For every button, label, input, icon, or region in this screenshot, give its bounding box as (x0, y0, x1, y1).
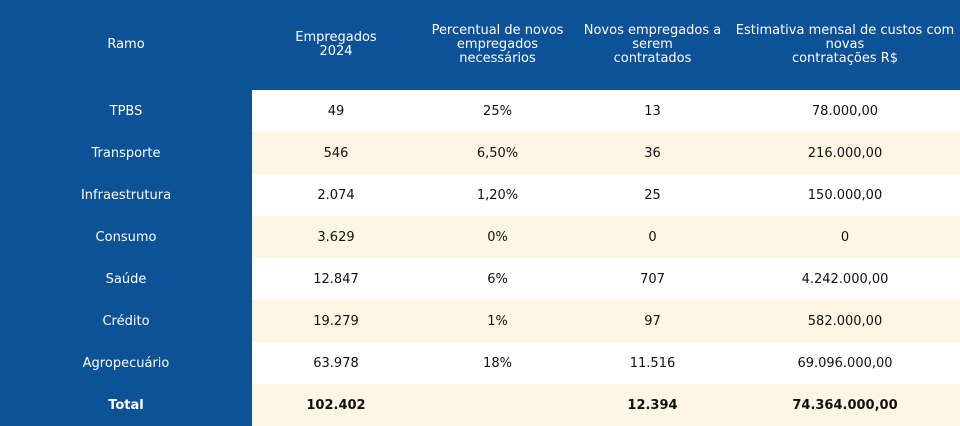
table-cell: 25% (420, 90, 575, 132)
column-header: Empregados 2024 (295, 30, 377, 59)
table-row: TPBS 49 25% 13 78.000,00 (0, 90, 960, 132)
row-label: TPBS (0, 90, 252, 132)
table-cell: 78.000,00 (730, 90, 960, 132)
table-cell: 102.402 (252, 384, 420, 426)
table-cell (420, 384, 575, 426)
table-row: Infraestrutura 2.074 1,20% 25 150.000,00 (0, 174, 960, 216)
table-cell: 216.000,00 (730, 132, 960, 174)
table-cell: 25 (575, 174, 730, 216)
table-row: Transporte 546 6,50% 36 216.000,00 (0, 132, 960, 174)
row-label: Crédito (0, 300, 252, 342)
table-cell: 69.096.000,00 (730, 342, 960, 384)
table-cell: 6% (420, 258, 575, 300)
table-row: Saúde 12.847 6% 707 4.242.000,00 (0, 258, 960, 300)
table-cell: 36 (575, 132, 730, 174)
table-cell: 150.000,00 (730, 174, 960, 216)
table-cell: 1% (420, 300, 575, 342)
table-row: Consumo 3.629 0% 0 0 (0, 216, 960, 258)
row-label: Agropecuário (0, 342, 252, 384)
row-label: Infraestrutura (0, 174, 252, 216)
table-cell: 0 (575, 216, 730, 258)
table-cell: 49 (252, 90, 420, 132)
column-header: Estimativa mensal de custos com novas co… (735, 23, 955, 66)
table-cell: 18% (420, 342, 575, 384)
header-row: Ramo Empregados 2024 Percentual de novos e… (0, 0, 960, 90)
table-cell: 3.629 (252, 216, 420, 258)
table-cell: 6,50% (420, 132, 575, 174)
table-cell: 707 (575, 258, 730, 300)
table-cell: 546 (252, 132, 420, 174)
column-header: Novos empregados a serem contratados (583, 23, 722, 66)
table-cell: 0 (730, 216, 960, 258)
row-label: Saúde (0, 258, 252, 300)
table-cell: 0% (420, 216, 575, 258)
table-cell: 582.000,00 (730, 300, 960, 342)
row-label: Total (0, 384, 252, 426)
table-cell: 74.364.000,00 (730, 384, 960, 426)
table-cell: 97 (575, 300, 730, 342)
total-row: Total 102.402 12.394 74.364.000,00 (0, 384, 960, 426)
column-header: Ramo (107, 37, 145, 52)
table-cell: 2.074 (252, 174, 420, 216)
row-label: Transporte (0, 132, 252, 174)
table-cell: 4.242.000,00 (730, 258, 960, 300)
row-label: Consumo (0, 216, 252, 258)
table-cell: 63.978 (252, 342, 420, 384)
table-cell: 1,20% (420, 174, 575, 216)
table-cell: 13 (575, 90, 730, 132)
table-row: Agropecuário 63.978 18% 11.516 69.096.000,00 (0, 342, 960, 384)
table-cell: 11.516 (575, 342, 730, 384)
table-cell: 12.847 (252, 258, 420, 300)
table-row: Crédito 19.279 1% 97 582.000,00 (0, 300, 960, 342)
column-header: Percentual de novos empregados necessári… (431, 23, 564, 66)
table-cell: 19.279 (252, 300, 420, 342)
table-cell: 12.394 (575, 384, 730, 426)
